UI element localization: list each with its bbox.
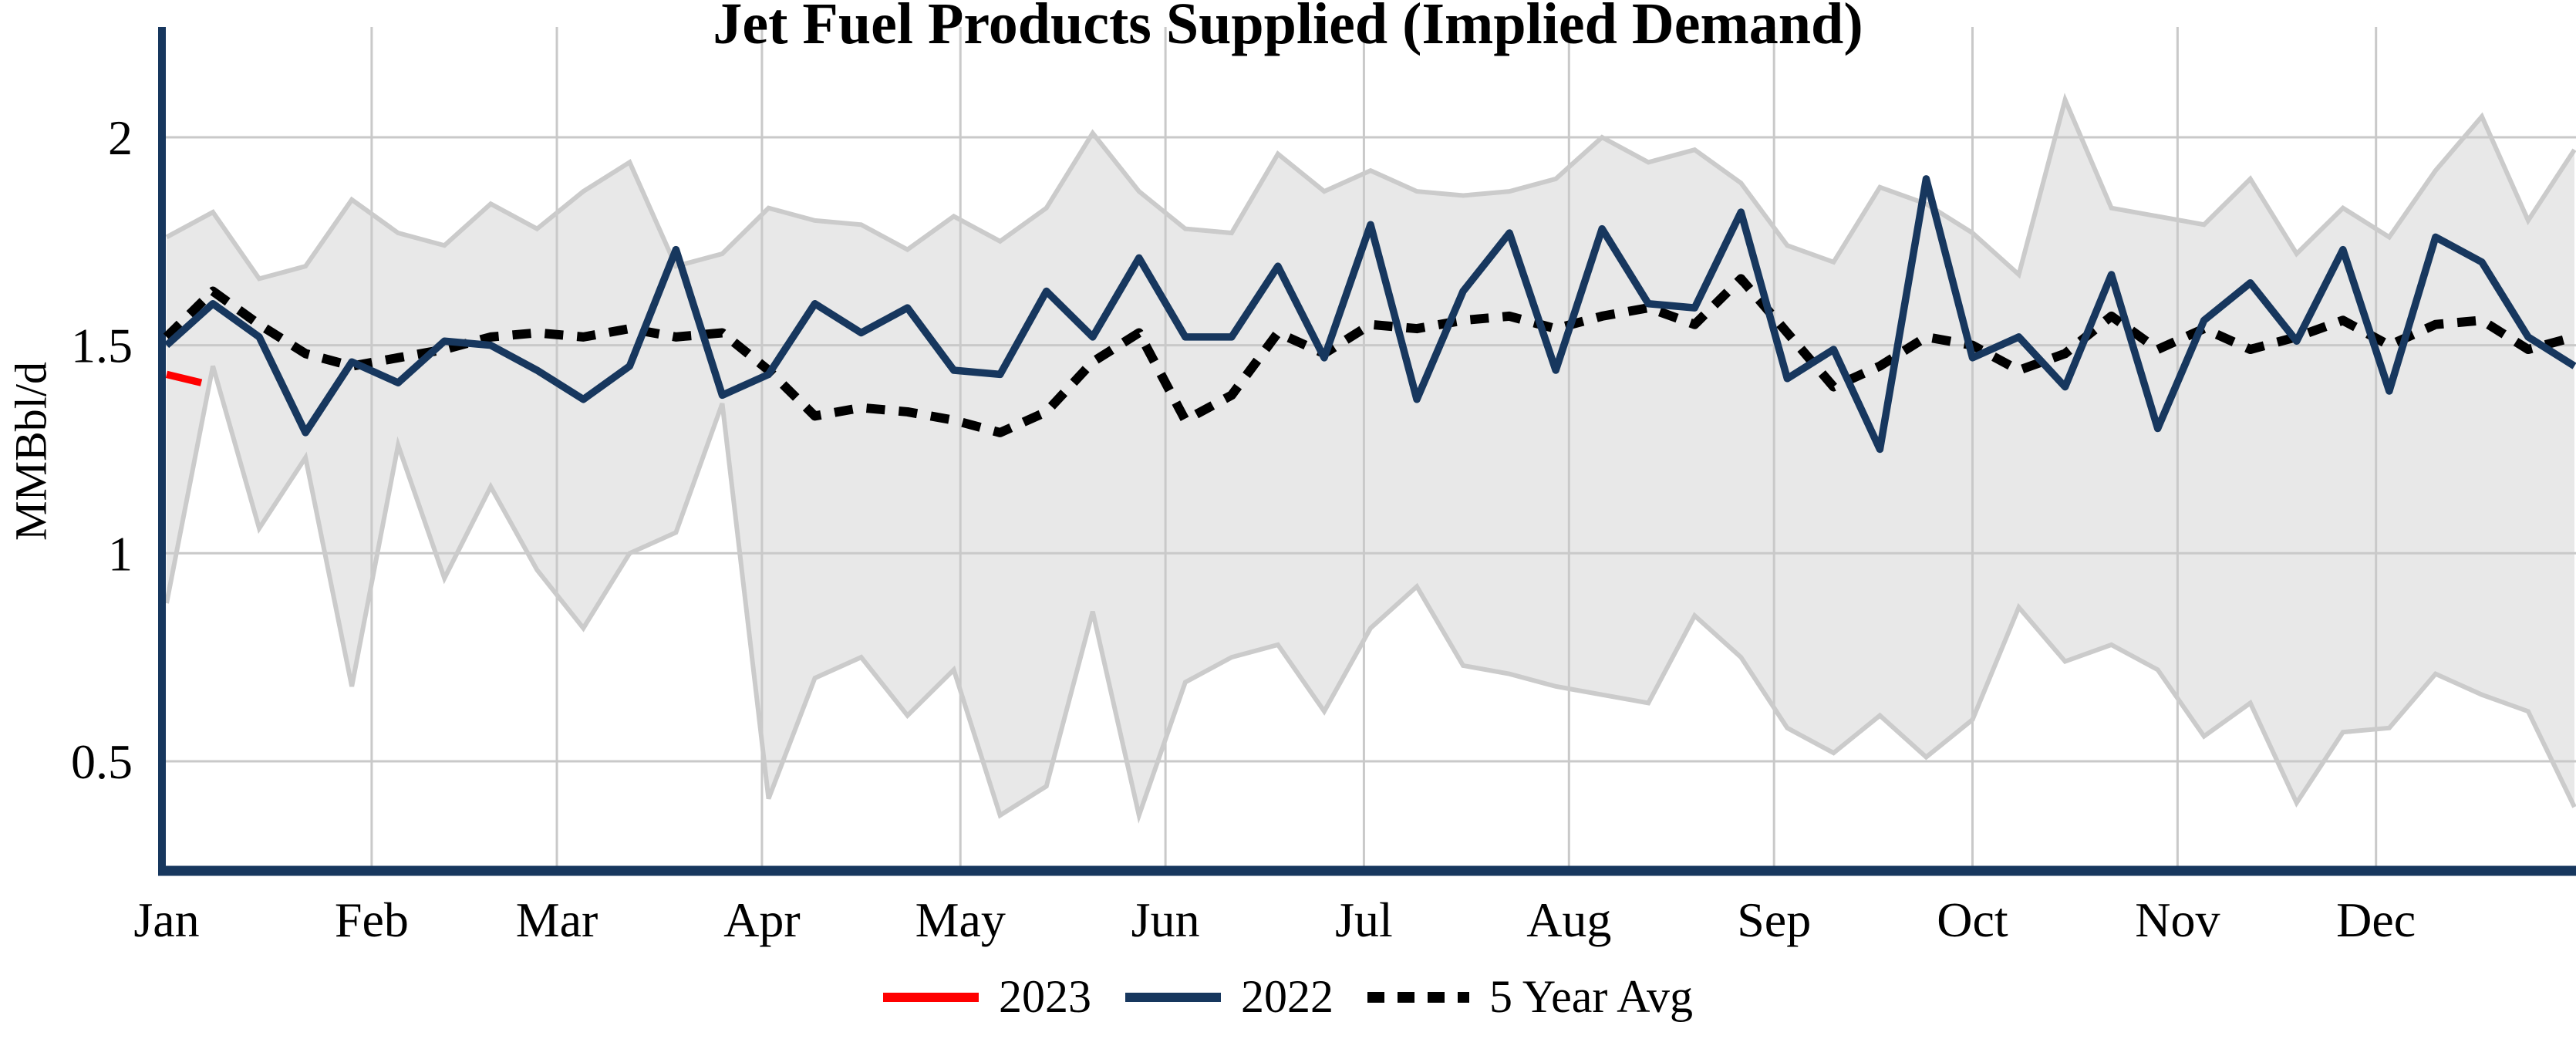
legend-line-2023-icon [883,992,979,1002]
y-tick-label-2: 2 [108,110,133,165]
legend-item-5yr-avg: 5 Year Avg [1367,970,1693,1024]
x-tick-label-Aug: Aug [1526,892,1611,947]
five-year-range-band [167,100,2574,816]
legend-item-2023: 2023 [883,970,1091,1024]
x-tick-label-Nov: Nov [2135,892,2220,947]
legend-item-2022: 2022 [1125,970,1334,1024]
legend-dotted-line-icon [1367,991,1470,1003]
x-tick-label-Feb: Feb [335,892,409,947]
x-tick-label-Sep: Sep [1737,892,1811,947]
x-tick-label-Jun: Jun [1131,892,1200,947]
x-tick-label-Jan: Jan [133,892,199,947]
legend-label-2022: 2022 [1241,971,1334,1022]
line-2023 [165,370,203,386]
legend-label-5yr-avg: 5 Year Avg [1489,971,1693,1022]
band-upper-edge [165,93,2576,282]
line-2022 [164,175,2576,454]
x-tick-label-Jul: Jul [1335,892,1393,947]
y-tick-label-1.5: 1.5 [71,319,133,373]
x-tick-label-Oct: Oct [1937,892,2008,947]
x-tick-label-Apr: Apr [723,892,801,947]
band-lower-edge [164,365,2576,824]
legend: 2023 2022 5 Year Avg [0,970,2576,1024]
legend-line-2022-icon [1125,992,1222,1002]
y-tick-label-0.5: 0.5 [71,734,133,789]
page-title: Jet Fuel Products Supplied (Implied Dema… [713,0,1863,56]
x-tick-label-May: May [915,892,1006,947]
x-tick-label-Mar: Mar [516,892,598,947]
legend-label-2023: 2023 [999,971,1092,1022]
five-year-avg-line [163,274,2576,437]
x-tick-label-Dec: Dec [2336,892,2416,947]
y-axis-title: MMBbl/d [5,361,56,541]
y-tick-label-1: 1 [108,526,133,581]
